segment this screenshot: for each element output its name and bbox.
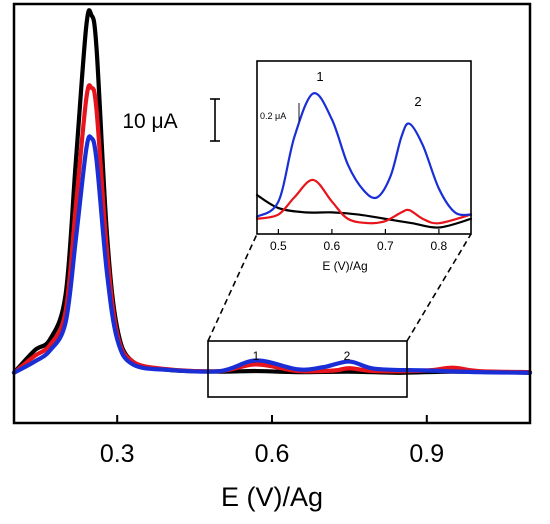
zoom-label-1: 1 bbox=[253, 349, 260, 363]
inset-peak-label-2: 2 bbox=[414, 94, 421, 109]
x-axis-label: E (V)/Ag bbox=[221, 482, 323, 512]
zoom-box: 1 2 bbox=[207, 233, 472, 398]
scale-bar: 10 μA bbox=[122, 98, 220, 142]
inset-series-line-1 bbox=[255, 193, 473, 229]
inset-x-tick-label: 0.6 bbox=[324, 239, 341, 253]
inset-x-axis-label: E (V)/Ag bbox=[322, 259, 367, 273]
inset-background bbox=[257, 61, 471, 234]
inset-peak-label-1: 1 bbox=[316, 69, 323, 84]
inset-x-tick-labels: 0.5 0.6 0.7 0.8 bbox=[270, 229, 448, 253]
inset-x-tick-label: 0.5 bbox=[270, 239, 287, 253]
inset-series-line-2 bbox=[255, 178, 473, 225]
scale-bar-label: 10 μA bbox=[122, 110, 177, 133]
main-series-group bbox=[11, 8, 533, 375]
x-tick-label: 0.9 bbox=[409, 440, 444, 468]
inset-scale-label: 0.2 μA bbox=[260, 111, 286, 121]
inset-chart: 0.5 0.6 0.7 0.8 E (V)/Ag 0.2 μA 1 2 bbox=[255, 60, 473, 273]
main-series-line-3 bbox=[11, 134, 533, 375]
x-tick-label: 0.6 bbox=[255, 440, 290, 468]
zoom-label-2: 2 bbox=[344, 349, 351, 363]
zoom-connector-right bbox=[406, 233, 472, 342]
x-tick-labels: 0.3 0.6 0.9 bbox=[100, 415, 444, 468]
zoom-connector-left bbox=[207, 233, 258, 342]
zoom-rectangle bbox=[207, 340, 408, 398]
inset-x-tick-label: 0.7 bbox=[377, 239, 394, 253]
inset-series-line-3 bbox=[255, 92, 473, 218]
inset-series-group bbox=[255, 92, 473, 229]
x-tick-label: 0.3 bbox=[100, 440, 135, 468]
inset-x-tick-label: 0.8 bbox=[431, 239, 448, 253]
inset-frame bbox=[256, 60, 472, 235]
